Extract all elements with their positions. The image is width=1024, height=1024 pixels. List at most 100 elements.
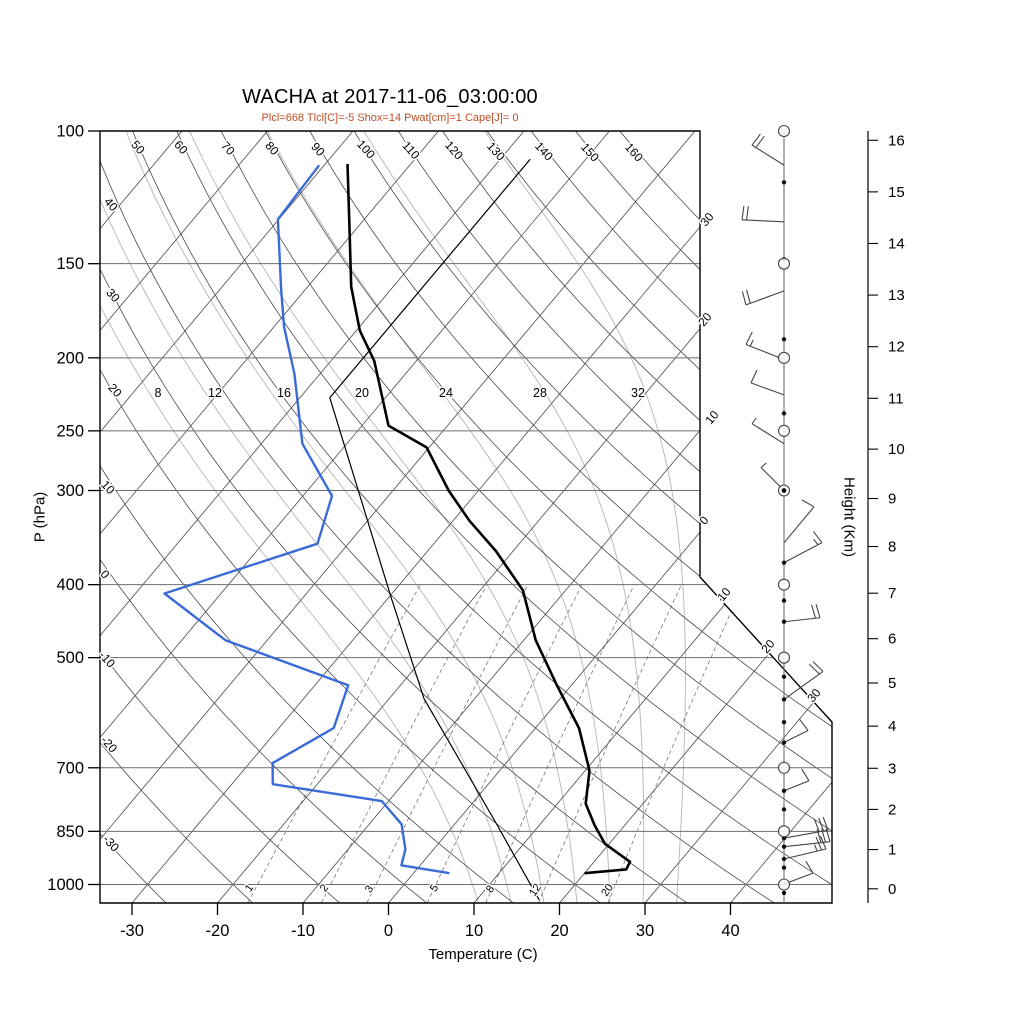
dry-adiabat-label: 10 [98,478,118,498]
wind-barb-feather [751,133,761,146]
wind-barb-shaft [745,343,785,360]
pressure-axis-title: P (hPa) [31,491,49,543]
wind-barb-shaft [783,848,827,860]
wind-level-dot [781,619,787,624]
wind-barb-feather [801,499,815,508]
pressure-tick-label: 250 [56,422,84,440]
height-tick-label: 4 [888,718,896,735]
dry-adiabat-line [100,131,167,903]
wind-level-dot [781,844,787,849]
wind-level-dot [781,740,787,745]
dry-adiabat-label: 50 [128,138,148,158]
mixing-ratio-line [538,585,682,903]
wind-barb-feather [812,531,823,543]
wind-level-dot [781,337,787,342]
moist-adiabat-label: 28 [533,386,547,400]
moist-adiabat-line [118,131,545,903]
height-tick-label: 2 [888,801,896,818]
dry-adiabat-line [100,131,688,903]
wind-level-dot [781,865,787,870]
wind-barb-feather [816,829,822,843]
pressure-tick-label: 400 [56,576,84,594]
dry-adiabat-line [212,131,832,903]
height-tick-label: 8 [888,539,896,556]
wind-barb-feather [818,817,825,832]
dry-adiabat-line [100,131,775,903]
wind-barb-feather [813,538,819,546]
moist-adiabat-label: 8 [155,386,162,400]
wind-level-dot [781,788,787,793]
isotherm-label: 0 [696,513,711,527]
wind-level-circle [777,651,791,664]
height-axis-title: Height (Km) [840,476,858,558]
dry-adiabat-line [300,131,832,903]
height-tick-label: 5 [888,675,896,692]
wind-level-circle [777,124,791,138]
wind-barb-shaft [751,144,785,166]
isotherm-line [100,131,439,903]
wind-barb-feather [741,205,745,220]
isotherm-line [388,131,832,903]
temperature-tick-label: -10 [291,922,315,940]
wind-barb-feather [825,828,831,842]
dry-adiabat-line [474,131,832,903]
moist-adiabat-label: 24 [439,386,453,400]
mixing-ratio-line [607,585,744,903]
height-tick-label: 0 [888,881,896,898]
wind-level-circle [777,578,791,591]
dry-adiabat-line [518,131,832,903]
wind-barb-feather [746,289,751,304]
page-title: WACHA at 2017-11-06_03:00:00 [242,86,538,108]
wind-level-dot [781,411,787,416]
wind-barb-feather [751,417,757,425]
dry-adiabat-line [256,131,832,903]
standard-atmosphere-line [329,158,540,901]
wind-barb-feather [819,835,827,850]
wind-barb-shaft [783,506,815,544]
wind-barb-column [741,124,831,903]
wind-barb-feather [813,844,818,852]
temperature-tick-label: 30 [636,922,654,940]
isotherm-line [100,131,525,903]
dry-adiabat-label: 30 [103,286,123,306]
height-tick-label: 15 [888,184,905,201]
dry-adiabat-label: 100 [354,137,378,161]
temperature-tick-label: -20 [206,922,230,940]
moist-adiabat-label: 32 [631,386,645,400]
height-tick-label: 3 [888,760,896,777]
pressure-tick-label: 1000 [47,876,84,894]
isotherm-line [100,131,183,903]
moist-adiabat-line [100,131,512,903]
plot-area [100,131,832,903]
mixing-ratio-label: 3 [363,883,376,895]
wind-barb-shaft [783,730,809,744]
moist-adiabat-line [257,131,611,903]
wind-level-dot [781,807,787,812]
wind-barb-shaft [783,670,824,700]
dry-adiabat-line [431,131,832,903]
moist-adiabat-line [100,131,480,903]
dry-adiabat-line [387,131,832,903]
wind-level-circle [777,878,791,891]
dry-adiabat-label: 140 [532,139,556,163]
moist-adiabat-line [353,131,645,903]
dry-adiabat-label: 70 [218,139,238,159]
dry-adiabat-label: 40 [101,195,121,215]
isotherm-label: 20 [695,310,715,329]
dry-adiabat-label: 110 [399,139,422,163]
pressure-tick-label: 500 [56,649,84,667]
isotherm-line [302,131,832,903]
height-tick-label: 11 [888,390,904,407]
height-tick-label: 1 [888,842,896,859]
pressure-tick-label: 150 [56,255,84,273]
temperature-tick-label: -30 [120,922,144,940]
wind-barb-feather [812,661,824,672]
wind-barb-feather [808,663,820,675]
wind-barb-feather [815,836,823,851]
wind-barb-feather [821,828,827,843]
wind-barb-feather [749,339,754,347]
wind-level-center-dot [781,488,787,493]
wind-barb-shaft [745,290,785,306]
isotherm-line [559,131,832,903]
mixing-ratio-line [321,585,487,903]
